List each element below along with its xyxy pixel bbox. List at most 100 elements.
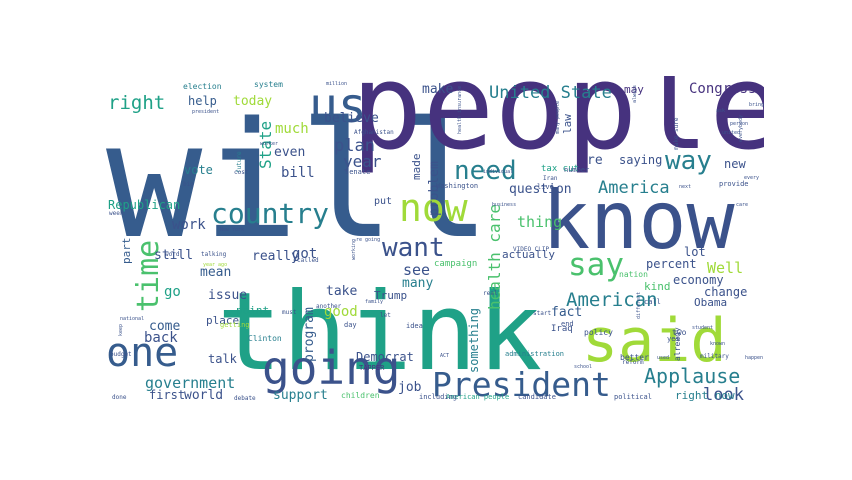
cloud-word: talk	[208, 352, 238, 366]
cloud-word: happen	[745, 355, 763, 361]
cloud-word: everybody	[738, 115, 744, 142]
cloud-word: much	[275, 121, 309, 137]
cloud-word: saying	[619, 153, 662, 167]
cloud-word: student	[692, 325, 713, 331]
cloud-word: policy	[584, 328, 613, 337]
cloud-word: New York	[220, 227, 244, 233]
cloud-word: administration	[505, 350, 564, 358]
cloud-word: TAPPER	[359, 364, 385, 372]
cloud-word: will	[106, 87, 491, 274]
cloud-word: done	[112, 394, 127, 401]
cloud-word: used	[657, 355, 669, 361]
cloud-word: really	[252, 249, 299, 264]
cloud-word: part	[120, 238, 133, 265]
cloud-word: today	[233, 94, 272, 109]
cloud-word: good	[324, 304, 358, 320]
cloud-word: care	[736, 202, 748, 208]
cloud-word: yes	[667, 335, 680, 343]
cloud-word: business	[492, 202, 516, 208]
cloud-word: known	[710, 341, 725, 347]
cloud-word: campaign	[434, 259, 477, 269]
cloud-word: health insurance	[457, 86, 463, 134]
cloud-word: Obama	[694, 296, 727, 309]
cloud-word: real	[483, 290, 498, 297]
cloud-word: ACT	[440, 353, 449, 359]
cloud-word: question	[509, 182, 572, 197]
cloud-word: idea	[406, 322, 423, 330]
cloud-word: got	[292, 246, 317, 262]
cloud-word: worker	[260, 141, 278, 147]
cloud-word: Democrat	[356, 350, 414, 364]
cloud-word: America	[598, 178, 670, 198]
cloud-word: re	[587, 153, 603, 168]
cloud-word: word	[165, 251, 180, 258]
cloud-word: thing	[517, 213, 562, 231]
cloud-word: country	[211, 197, 329, 230]
cloud-word: re going	[356, 237, 380, 243]
cloud-word: United State	[489, 83, 612, 103]
cloud-word: think	[217, 270, 542, 395]
cloud-word: Well	[707, 259, 743, 277]
cloud-word: say	[568, 247, 624, 283]
cloud-word: need	[454, 156, 517, 186]
cloud-word: national	[120, 316, 144, 322]
cloud-word: provide	[719, 180, 749, 188]
cloud-word: budget	[110, 351, 132, 358]
cloud-word: family	[365, 299, 383, 305]
cloud-word: may	[624, 83, 644, 96]
cloud-word: kind	[644, 280, 671, 293]
cloud-word: State	[256, 121, 275, 169]
cloud-word: united	[722, 130, 740, 136]
cloud-word: world	[184, 388, 223, 403]
cloud-word: government	[145, 374, 235, 392]
cloud-word: vote	[184, 163, 213, 177]
cloud-word: work	[172, 217, 206, 233]
cloud-word: political	[614, 393, 652, 401]
cloud-word: called	[297, 257, 319, 264]
word-cloud: will people think know said going us President o…	[104, 76, 764, 406]
cloud-word: made	[410, 154, 423, 181]
cloud-word: believe	[324, 111, 379, 126]
cloud-word: many people	[555, 101, 561, 134]
cloud-word: job	[398, 380, 422, 395]
cloud-word: individual	[483, 169, 513, 175]
cloud-word: keep	[118, 324, 124, 336]
cloud-word: right	[108, 92, 165, 114]
cloud-word: said	[582, 306, 727, 376]
cloud-word: end	[561, 320, 574, 328]
cloud-word: Trump	[374, 289, 407, 302]
cloud-word: make sure	[673, 117, 680, 150]
cloud-word: million	[326, 81, 347, 87]
cloud-word: point	[236, 304, 269, 317]
cloud-word: health care	[485, 204, 504, 310]
cloud-word: reform	[622, 359, 644, 366]
cloud-word: people	[351, 76, 764, 177]
cloud-word: Republican	[108, 198, 180, 212]
cloud-word: Congress	[689, 81, 756, 97]
cloud-word: look	[703, 385, 744, 405]
cloud-word: plan	[334, 136, 375, 156]
cloud-word: going	[262, 341, 400, 395]
cloud-word: week	[109, 210, 124, 217]
cloud-word: lot	[684, 245, 706, 259]
cloud-word: make	[422, 82, 453, 97]
cloud-word: let	[380, 312, 391, 319]
cloud-word: number	[564, 166, 589, 174]
cloud-word: ask	[716, 108, 725, 114]
cloud-word: go	[164, 284, 181, 300]
cloud-word: Clinton	[248, 334, 282, 343]
cloud-word: election	[183, 82, 222, 91]
cloud-word: support	[273, 388, 328, 403]
cloud-word: problem	[427, 161, 442, 216]
cloud-word: one	[106, 330, 178, 376]
cloud-word: first	[149, 388, 185, 402]
cloud-word: American people	[446, 393, 509, 401]
cloud-word: live	[537, 183, 554, 191]
cloud-word: program	[302, 307, 317, 362]
cloud-word: right now	[675, 389, 735, 402]
cloud-word: next	[679, 184, 691, 190]
cloud-word: new	[724, 157, 746, 171]
cloud-word: every	[744, 175, 759, 181]
cloud-word: Iraq	[551, 324, 573, 334]
